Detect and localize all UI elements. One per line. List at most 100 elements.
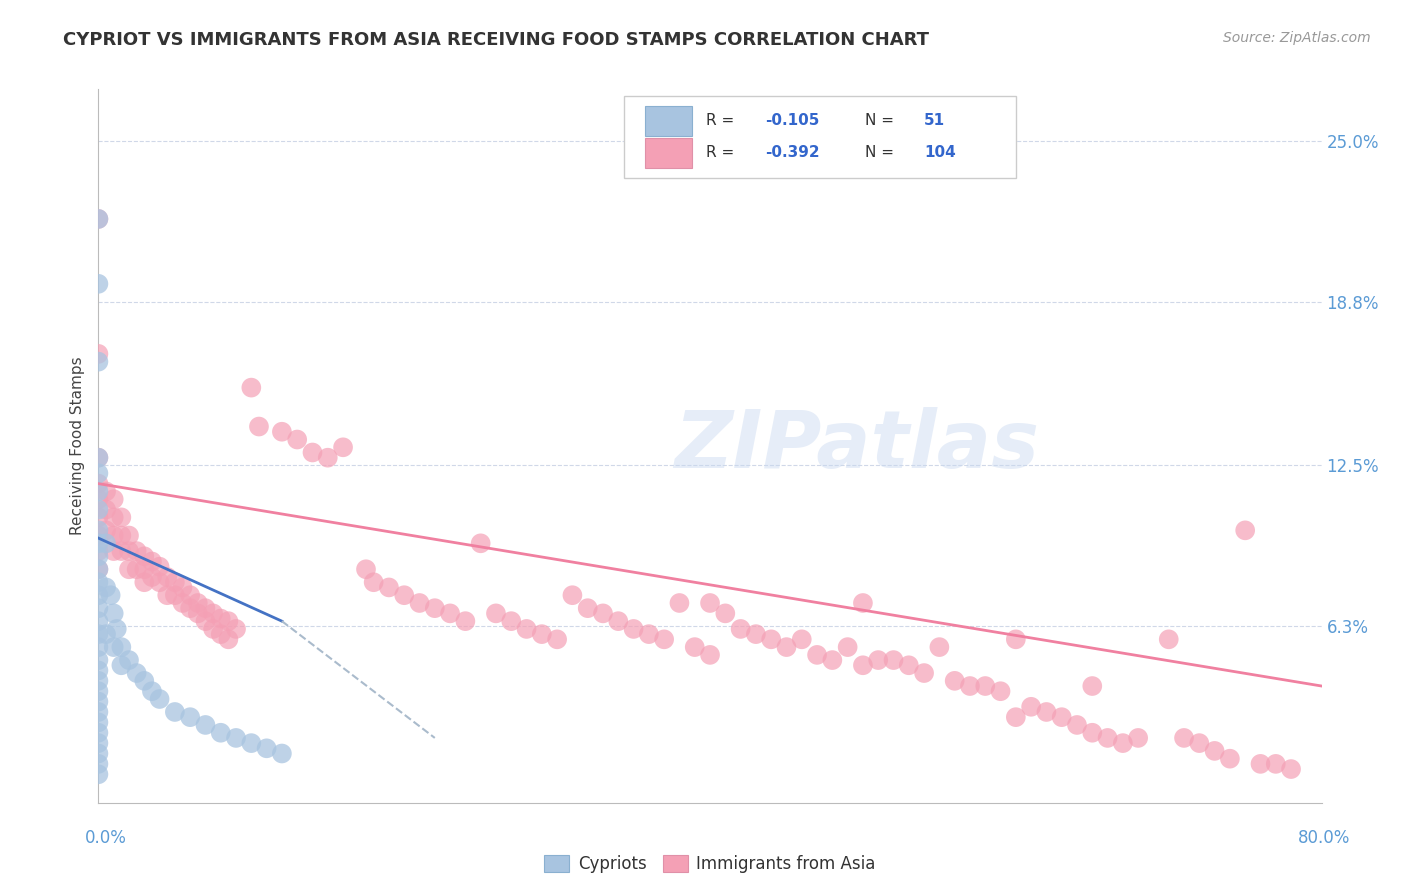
- Point: [1097, 731, 1119, 745]
- Point: [194, 601, 217, 615]
- Point: [134, 575, 156, 590]
- Text: CYPRIOT VS IMMIGRANTS FROM ASIA RECEIVING FOOD STAMPS CORRELATION CHART: CYPRIOT VS IMMIGRANTS FROM ASIA RECEIVIN…: [63, 31, 929, 49]
- Point: [87, 705, 110, 719]
- Point: [134, 673, 156, 688]
- Point: [87, 664, 110, 678]
- Text: 80.0%: 80.0%: [1298, 829, 1351, 847]
- Legend: Cypriots, Immigrants from Asia: Cypriots, Immigrants from Asia: [537, 848, 883, 880]
- Point: [87, 695, 110, 709]
- Point: [87, 354, 110, 368]
- Point: [683, 640, 706, 654]
- Point: [179, 710, 201, 724]
- Bar: [645, 105, 692, 136]
- Point: [868, 653, 890, 667]
- Point: [87, 450, 110, 465]
- Point: [959, 679, 981, 693]
- Text: ZIPatlas: ZIPatlas: [675, 407, 1039, 485]
- Point: [103, 544, 125, 558]
- Point: [485, 607, 508, 621]
- Point: [1204, 744, 1226, 758]
- Point: [699, 648, 721, 662]
- Point: [1264, 756, 1286, 771]
- Point: [118, 528, 141, 542]
- Point: [790, 632, 813, 647]
- Text: -0.105: -0.105: [765, 113, 820, 128]
- Point: [87, 640, 110, 654]
- Point: [125, 666, 148, 681]
- Point: [87, 767, 110, 781]
- Point: [209, 627, 232, 641]
- Point: [110, 510, 132, 524]
- Point: [759, 632, 782, 647]
- Point: [179, 588, 201, 602]
- Point: [821, 653, 844, 667]
- Point: [1234, 524, 1257, 538]
- Point: [103, 607, 125, 621]
- Point: [363, 575, 385, 590]
- Text: -0.392: -0.392: [765, 145, 820, 161]
- Text: R =: R =: [706, 113, 740, 128]
- Point: [87, 715, 110, 730]
- Point: [561, 588, 583, 602]
- Point: [1081, 725, 1104, 739]
- Point: [87, 627, 110, 641]
- Point: [1050, 710, 1073, 724]
- Point: [187, 596, 209, 610]
- Point: [194, 614, 217, 628]
- Point: [202, 622, 225, 636]
- Point: [392, 588, 416, 602]
- Point: [87, 725, 110, 739]
- Point: [87, 502, 110, 516]
- Point: [1219, 752, 1241, 766]
- Point: [87, 524, 110, 538]
- Point: [1279, 762, 1302, 776]
- Text: 0.0%: 0.0%: [84, 829, 127, 847]
- Point: [852, 658, 875, 673]
- Point: [87, 347, 110, 361]
- Point: [592, 607, 614, 621]
- Point: [94, 502, 117, 516]
- Point: [270, 425, 292, 439]
- Point: [87, 614, 110, 628]
- Point: [94, 536, 117, 550]
- Point: [87, 211, 110, 226]
- Point: [225, 622, 247, 636]
- Point: [87, 562, 110, 576]
- Point: [1081, 679, 1104, 693]
- Point: [141, 554, 163, 568]
- Point: [87, 510, 110, 524]
- Point: [1249, 756, 1271, 771]
- Point: [652, 632, 675, 647]
- Point: [256, 741, 278, 756]
- Point: [516, 622, 538, 636]
- Point: [149, 692, 172, 706]
- Point: [103, 640, 125, 654]
- Point: [1128, 731, 1150, 745]
- Point: [118, 544, 141, 558]
- Point: [501, 614, 523, 628]
- Text: R =: R =: [706, 145, 740, 161]
- Text: 104: 104: [924, 145, 956, 161]
- Point: [103, 510, 125, 524]
- Point: [423, 601, 446, 615]
- Point: [163, 575, 186, 590]
- Text: N =: N =: [865, 113, 900, 128]
- Point: [974, 679, 997, 693]
- Point: [240, 736, 263, 750]
- Point: [928, 640, 950, 654]
- Point: [110, 528, 132, 542]
- Point: [897, 658, 920, 673]
- Point: [118, 562, 141, 576]
- Point: [87, 575, 110, 590]
- Point: [332, 440, 354, 454]
- Point: [837, 640, 859, 654]
- Text: Source: ZipAtlas.com: Source: ZipAtlas.com: [1223, 31, 1371, 45]
- Point: [100, 588, 122, 602]
- Point: [94, 627, 117, 641]
- Point: [470, 536, 492, 550]
- Point: [103, 528, 125, 542]
- Point: [668, 596, 690, 610]
- Point: [179, 601, 201, 615]
- Y-axis label: Receiving Food Stamps: Receiving Food Stamps: [70, 357, 86, 535]
- Point: [209, 611, 232, 625]
